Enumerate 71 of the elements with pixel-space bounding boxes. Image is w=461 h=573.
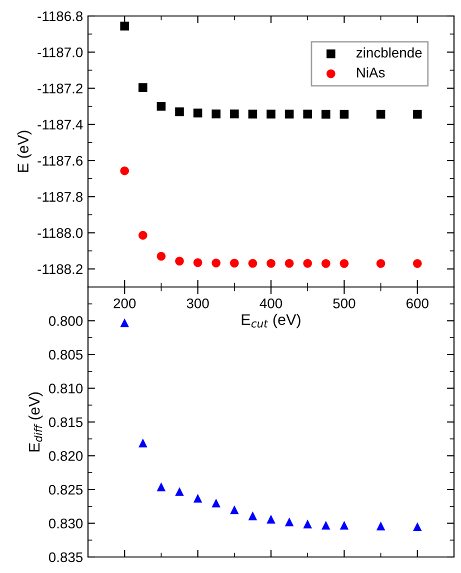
point [303,110,312,118]
y-tick-label: 0.810 [48,384,83,394]
point [138,438,148,448]
point [248,258,258,268]
point [230,110,239,118]
point [266,110,276,118]
y-tick-label: 0.800 [48,316,83,326]
point [193,108,202,118]
y-tick-label: 0.815 [48,417,83,428]
point [303,520,312,528]
point [212,258,220,268]
point [248,110,258,118]
point [156,482,166,492]
point [138,83,148,92]
point [303,258,312,268]
point [284,110,294,118]
x-tick-label: 300 [186,298,209,308]
y-tick-label: -1188.0 [38,228,83,238]
point [175,487,184,496]
y-tick-label: 0.835 [48,552,83,562]
legend-label: NiAs [357,67,385,78]
point [156,252,166,261]
y-tick-label: -1187.8 [38,192,83,202]
y-axis-title: E (eV) [17,130,32,172]
point [340,110,349,119]
x-tick-label: 500 [333,298,356,308]
point [284,518,294,526]
y-tick-label: -1188.2 [38,264,82,274]
point [413,110,422,119]
point [248,511,258,520]
y-axis-title: E$_{diff}$ (eV) [28,392,43,452]
x-axis-title: E$_{cut}$ (eV) [242,314,300,328]
y-tick-label: 0.805 [48,350,83,360]
point [340,520,349,530]
point [120,166,129,176]
point [340,259,349,268]
point [230,258,239,268]
x-tick-label: 200 [114,298,136,308]
point [322,110,330,119]
point [266,258,276,268]
point [230,505,239,514]
point [413,522,422,532]
point [193,258,202,267]
point [322,259,330,268]
y-tick-label: -1187.0 [38,47,83,58]
point [376,110,386,119]
x-tick-label: 400 [260,298,282,308]
y-tick-label: 0.830 [48,518,83,528]
y-tick-label: -1186.8 [38,11,83,22]
point [212,110,220,118]
y-tick-label: -1187.6 [38,156,83,166]
legend-label: zincblende [356,47,422,58]
point [376,522,386,530]
point [413,259,422,268]
point [212,498,220,508]
point [120,318,129,328]
y-tick-label: 0.820 [48,451,83,461]
point [175,107,184,116]
point [120,22,129,31]
point [322,520,330,530]
point [193,494,202,503]
point [376,259,386,268]
point [156,102,166,111]
point [266,514,276,524]
point [138,230,148,240]
y-tick-label: 0.825 [48,484,83,495]
point [175,256,184,266]
x-tick-label: 600 [406,298,428,308]
y-tick-label: -1187.2 [38,84,82,94]
point [284,258,294,268]
y-tick-label: -1187.4 [38,120,83,130]
